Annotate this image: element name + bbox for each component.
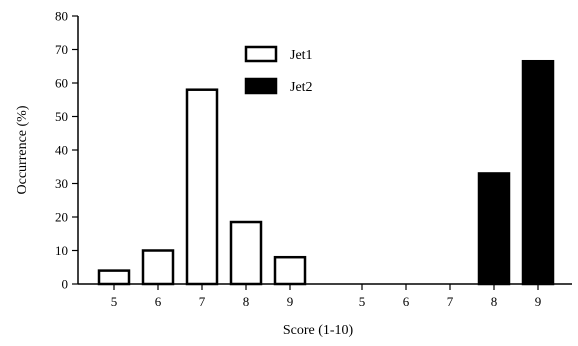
x-tick-label: 8: [243, 294, 250, 309]
x-tick-label: 6: [403, 294, 410, 309]
x-axis-title: Score (1-10): [283, 323, 354, 338]
legend-label-jet1: Jet1: [290, 48, 313, 63]
x-tick-label: 8: [491, 294, 498, 309]
x-tick-label: 7: [447, 294, 454, 309]
bar-jet1-score-7: [185, 88, 219, 286]
tick-labels: 0 10 20 30 40 50 60 70 80 5 6 7 8 9 5 6 7 8 9: [55, 9, 541, 310]
legend: Jet1 Jet2: [244, 45, 313, 95]
y-tick-label: 10: [55, 243, 68, 258]
bars: [97, 59, 555, 286]
bar-jet1-score-5: [97, 269, 131, 286]
legend-swatch-jet1: [244, 45, 278, 63]
y-tick-label: 20: [55, 210, 68, 225]
x-tick-label: 5: [359, 294, 366, 309]
y-tick-label: 30: [55, 176, 68, 191]
x-tick-label: 6: [155, 294, 162, 309]
y-tick-label: 70: [55, 42, 68, 57]
x-tick-label: 5: [111, 294, 118, 309]
bar-jet1-score-9: [273, 255, 307, 286]
x-tick-label: 9: [535, 294, 542, 309]
y-tick-label: 60: [55, 76, 68, 91]
y-axis-title: Occurrence (%): [15, 105, 30, 194]
y-tick-label: 50: [55, 109, 68, 124]
y-tick-label: 40: [55, 143, 68, 158]
bar-jet1-score-6: [141, 249, 175, 286]
x-tick-label: 9: [287, 294, 294, 309]
bar-jet2-score-8: [477, 172, 511, 286]
y-tick-label: 80: [55, 9, 68, 24]
bar-jet2-score-9: [521, 59, 555, 286]
bar-jet1-score-8: [229, 220, 263, 286]
x-tick-label: 7: [199, 294, 206, 309]
legend-label-jet2: Jet2: [290, 80, 313, 95]
y-tick-label: 0: [62, 277, 69, 292]
legend-swatch-jet2: [244, 77, 278, 95]
